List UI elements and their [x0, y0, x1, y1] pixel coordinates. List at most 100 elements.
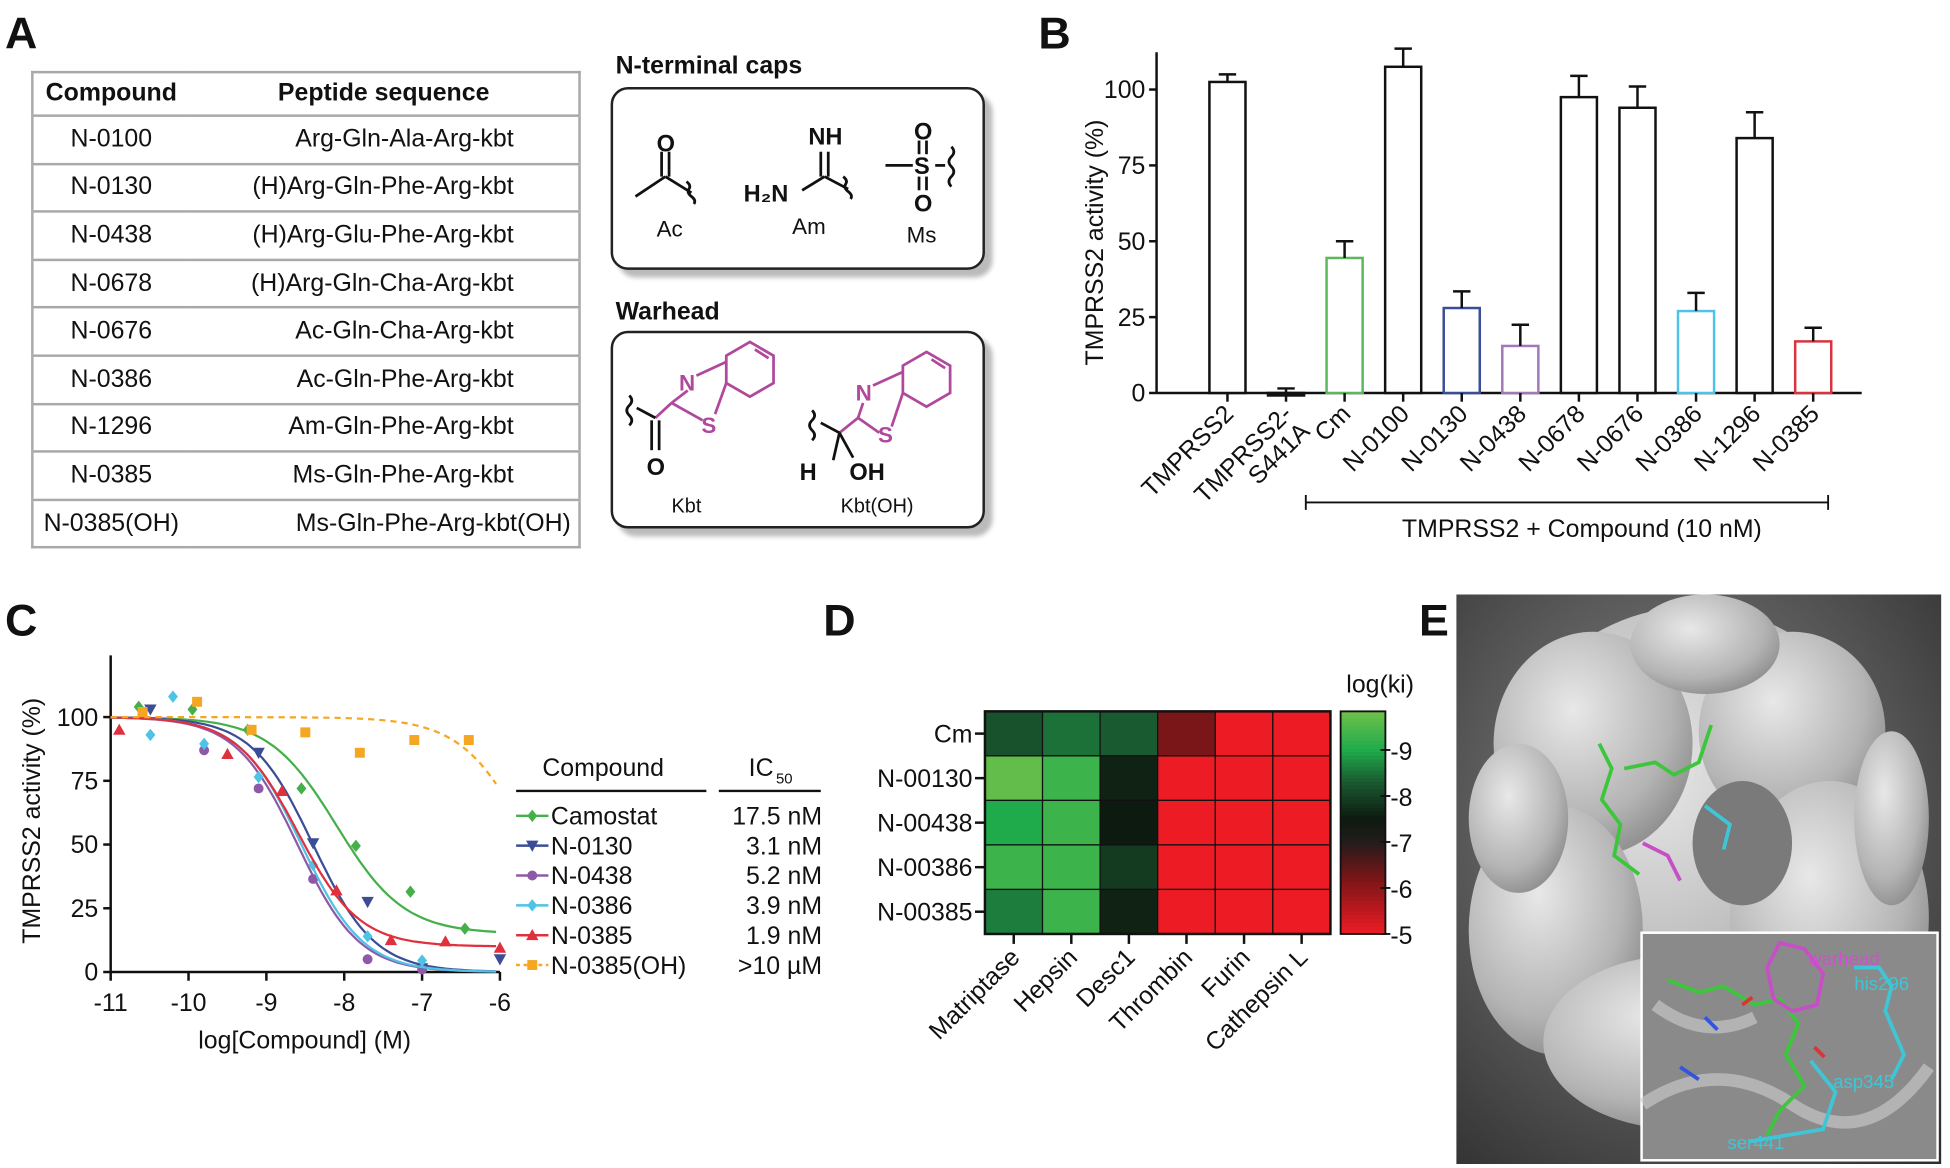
- colorbar-segment: [1340, 856, 1386, 861]
- column-label: Matriptase: [924, 943, 1026, 1045]
- colorbar-label: log(ki): [1346, 671, 1414, 699]
- header-compound: Compound: [45, 79, 177, 107]
- colorbar-segment: [1340, 763, 1386, 768]
- table-row: N-1296 Am-Gln-Phe-Arg-kbt: [32, 402, 580, 452]
- compound-cell: N-0678: [32, 258, 190, 308]
- bar-N-0676: [1618, 106, 1657, 395]
- atom-label: OH: [849, 460, 884, 486]
- row-label: N-00386: [877, 854, 972, 882]
- peptide-table: Compound Peptide sequence N-0100 Arg-Gln-…: [31, 70, 581, 549]
- heatmap-cell: [1041, 799, 1101, 846]
- colorbar-segment: [1340, 922, 1386, 928]
- warhead-name-kbtoh: Kbt(OH): [841, 495, 914, 517]
- legend-marker: [526, 928, 539, 941]
- sequence-cell: (H)Arg-Glu-Phe-Arg-kbt: [189, 210, 580, 260]
- legend-label: Camostat: [551, 803, 657, 831]
- heatmap-cell: [1272, 755, 1332, 802]
- colorbar-segment: [1340, 815, 1386, 820]
- colorbar-segment: [1340, 733, 1386, 738]
- heatmap-cell: [1272, 888, 1332, 935]
- data-point-N-0438: [253, 783, 264, 794]
- legend-label: N-0385(OH): [551, 952, 686, 980]
- colorbar-tick-label: -6: [1390, 876, 1412, 904]
- compound-cell: N-1296: [32, 402, 190, 452]
- colorbar-tick-label: -8: [1390, 784, 1412, 812]
- colorbar-segment: [1340, 726, 1386, 731]
- sequence-cell: Am-Gln-Phe-Arg-kbt: [189, 402, 580, 452]
- data-point-N-0385: [275, 784, 289, 796]
- data-point-N-0386: [199, 737, 210, 751]
- bar-N-0386: [1676, 309, 1716, 395]
- fit-curve-N-0385: [110, 716, 497, 948]
- atom-label: O: [657, 132, 675, 158]
- colorbar-segment: [1340, 826, 1386, 831]
- sequence-cell: Ms-Gln-Phe-Arg-kbt: [189, 450, 580, 500]
- data-point-N-0385: [439, 935, 452, 947]
- table-row: N-0438 (H)Arg-Glu-Phe-Arg-kbt: [32, 210, 580, 260]
- colorbar-segment: [1340, 874, 1386, 879]
- sequence-cell: Ms-Gln-Phe-Arg-kbt(OH): [189, 498, 580, 548]
- table-row: N-0100 Arg-Gln-Ala-Arg-kbt: [32, 114, 580, 164]
- bar-N-0438: [1501, 344, 1540, 395]
- heatmap-d: Cm N-00130 N-00438 N-00386 N-00385 Matriptase…: [877, 671, 1414, 1057]
- heatmap-cell: [1214, 799, 1274, 846]
- dose-response-chart-c: 0 25 50 75 100 -11 -10 -9 -8 -7 -6 log[Compound] (M…: [18, 655, 822, 1054]
- colorbar-segment: [1340, 822, 1386, 827]
- cap-name-am: Am: [792, 214, 826, 239]
- table-row: N-0678 (H)Arg-Gln-Cha-Arg-kbt: [32, 258, 580, 308]
- colorbar-segment: [1340, 767, 1386, 772]
- colorbar-tick-label: -9: [1390, 738, 1412, 766]
- colorbar-segment: [1340, 837, 1386, 842]
- legend-label: N-0385: [551, 922, 633, 950]
- heatmap-cell: [1099, 888, 1159, 935]
- heatmap-cell: [1272, 844, 1332, 891]
- x-axis-label: log[Compound] (M): [198, 1026, 411, 1054]
- colorbar-segment: [1340, 833, 1386, 839]
- colorbar-segment: [1340, 859, 1386, 865]
- y-tick-label: 0: [1132, 380, 1146, 408]
- compound-cell: N-0385: [32, 450, 190, 500]
- cap-name-ac: Ac: [657, 216, 683, 241]
- data-point-N-0385(OH): [300, 727, 311, 738]
- data-point-N-0386: [308, 858, 319, 872]
- colorbar-segment: [1340, 741, 1386, 746]
- y-tick-label: 75: [1118, 152, 1146, 180]
- colorbar-segment: [1340, 796, 1386, 802]
- heatmap-cell: [1157, 710, 1216, 757]
- legend-header-compound: Compound: [542, 754, 664, 782]
- colorbar-segment: [1340, 885, 1386, 891]
- row-label: N-00130: [877, 765, 972, 793]
- atom-label: N: [679, 370, 695, 395]
- data-point-N-0438: [199, 745, 210, 756]
- colorbar-segment: [1340, 774, 1386, 779]
- y-tick-label: 100: [1104, 76, 1145, 104]
- table-row: N-0385(OH) Ms-Gln-Phe-Arg-kbt(OH): [32, 498, 580, 548]
- sequence-cell: Ac-Gln-Phe-Arg-kbt: [189, 354, 580, 404]
- bar-N-0385: [1793, 340, 1833, 395]
- colorbar-segment: [1340, 867, 1386, 872]
- data-point-N-0385(OH): [409, 735, 420, 745]
- colorbar-segment: [1340, 926, 1386, 931]
- y-axis-label: TMPRSS2 activity (%): [18, 698, 46, 944]
- legend-marker: [527, 809, 538, 823]
- sequence-cell: Arg-Gln-Ala-Arg-kbt: [189, 114, 580, 164]
- heatmap-cell: [984, 888, 1044, 935]
- y-tick-label: 50: [71, 831, 99, 859]
- colorbar-segment: [1340, 715, 1386, 720]
- colorbar-segment: [1340, 818, 1386, 824]
- legend-label: N-0130: [551, 832, 633, 860]
- heatmap-cell: [1099, 799, 1159, 846]
- heatmap-cell: [984, 755, 1044, 802]
- compound-cell: N-0100: [32, 114, 190, 164]
- table-header-row: Compound Peptide sequence: [32, 72, 579, 116]
- y-axis-label: TMPRSS2 activity (%): [1081, 120, 1109, 366]
- warhead-box: [610, 330, 985, 529]
- legend-marker: [526, 840, 539, 852]
- compound-cell: N-0386: [32, 354, 190, 404]
- colorbar-segment: [1340, 807, 1386, 813]
- colorbar-segment: [1340, 830, 1386, 835]
- y-tick-label: 75: [71, 768, 99, 796]
- header-sequence: Peptide sequence: [277, 79, 490, 107]
- colorbar-segment: [1340, 893, 1386, 898]
- atom-label: S: [878, 423, 893, 448]
